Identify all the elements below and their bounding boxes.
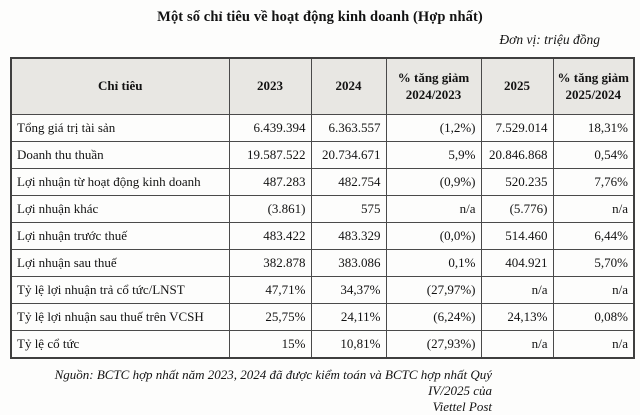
cell-value: 5,9% bbox=[385, 141, 482, 169]
row-label: Tỷ lệ lợi nhuận sau thuế trên VCSH bbox=[10, 303, 230, 331]
column-header-2025: 2025 bbox=[480, 57, 554, 115]
cell-value: 0,1% bbox=[385, 249, 482, 277]
cell-value: (27,97%) bbox=[385, 276, 482, 304]
cell-value: 5,70% bbox=[552, 249, 635, 277]
row-label: Lợi nhuận từ hoạt động kinh doanh bbox=[10, 168, 230, 196]
unit-label: Đơn vị: triệu đồng bbox=[499, 32, 600, 47]
cell-value: 15% bbox=[228, 330, 312, 359]
source-note-line1: Nguồn: BCTC hợp nhất năm 2023, 2024 đã đ… bbox=[54, 367, 492, 398]
cell-value: 383.086 bbox=[310, 249, 387, 277]
source-note: Nguồn: BCTC hợp nhất năm 2023, 2024 đã đ… bbox=[40, 367, 492, 415]
cell-value: 25,75% bbox=[228, 303, 312, 331]
row-label: Tỷ lệ cổ tức bbox=[10, 330, 230, 359]
cell-value: n/a bbox=[552, 276, 635, 304]
cell-value: n/a bbox=[385, 195, 482, 223]
table-row: Lợi nhuận sau thuế 382.878 383.086 0,1% … bbox=[10, 249, 635, 277]
cell-value: 6,44% bbox=[552, 222, 635, 250]
cell-value: (27,93%) bbox=[385, 330, 482, 359]
cell-value: 6.439.394 bbox=[228, 114, 312, 142]
cell-value: 24,11% bbox=[310, 303, 387, 331]
table-row: Tỷ lệ lợi nhuận trả cổ tức/LNST 47,71% 3… bbox=[10, 276, 635, 304]
row-label: Tổng giá trị tài sản bbox=[10, 114, 230, 142]
cell-value: 34,37% bbox=[310, 276, 387, 304]
cell-value: (0,0%) bbox=[385, 222, 482, 250]
cell-value: 10,81% bbox=[310, 330, 387, 359]
cell-value: 382.878 bbox=[228, 249, 312, 277]
cell-value: 7,76% bbox=[552, 168, 635, 196]
row-label: Doanh thu thuần bbox=[10, 141, 230, 169]
cell-value: 47,71% bbox=[228, 276, 312, 304]
cell-value: 0,54% bbox=[552, 141, 635, 169]
cell-value: 18,31% bbox=[552, 114, 635, 142]
document-page: Một số chỉ tiêu về hoạt động kinh doanh … bbox=[10, 9, 635, 414]
cell-value: 520.235 bbox=[480, 168, 554, 196]
cell-value: (0,9%) bbox=[385, 168, 482, 196]
column-header-change-2024-2023: % tăng giảm 2024/2023 bbox=[385, 57, 482, 115]
cell-value: 7.529.014 bbox=[480, 114, 554, 142]
cell-value: 20.734.671 bbox=[310, 141, 387, 169]
cell-value: 487.283 bbox=[228, 168, 312, 196]
business-indicators-table: Chỉ tiêu 2023 2024 % tăng giảm 2024/2023… bbox=[10, 57, 635, 359]
table-row: Lợi nhuận từ hoạt động kinh doanh 487.28… bbox=[10, 168, 635, 196]
cell-value: n/a bbox=[480, 330, 554, 359]
row-label: Lợi nhuận sau thuế bbox=[10, 249, 230, 277]
cell-value: 514.460 bbox=[480, 222, 554, 250]
column-header-criteria: Chỉ tiêu bbox=[10, 57, 230, 115]
column-header-2023: 2023 bbox=[228, 57, 312, 115]
row-label: Lợi nhuận trước thuế bbox=[10, 222, 230, 250]
cell-value: 483.329 bbox=[310, 222, 387, 250]
table-row: Tỷ lệ lợi nhuận sau thuế trên VCSH 25,75… bbox=[10, 303, 635, 331]
cell-value: n/a bbox=[552, 330, 635, 359]
cell-value: 19.587.522 bbox=[228, 141, 312, 169]
cell-value: 6.363.557 bbox=[310, 114, 387, 142]
column-header-2024: 2024 bbox=[310, 57, 387, 115]
table-row: Doanh thu thuần 19.587.522 20.734.671 5,… bbox=[10, 141, 635, 169]
cell-value: 404.921 bbox=[480, 249, 554, 277]
cell-value: 575 bbox=[310, 195, 387, 223]
cell-value: 483.422 bbox=[228, 222, 312, 250]
table-row: Tỷ lệ cổ tức 15% 10,81% (27,93%) n/a n/a bbox=[10, 330, 635, 359]
row-label: Tỷ lệ lợi nhuận trả cổ tức/LNST bbox=[10, 276, 230, 304]
column-header-change-2025-2024: % tăng giảm 2025/2024 bbox=[552, 57, 635, 115]
table-header-row: Chỉ tiêu 2023 2024 % tăng giảm 2024/2023… bbox=[10, 57, 635, 115]
cell-value: 0,08% bbox=[552, 303, 635, 331]
cell-value: 482.754 bbox=[310, 168, 387, 196]
cell-value: 24,13% bbox=[480, 303, 554, 331]
cell-value: n/a bbox=[480, 276, 554, 304]
cell-value: (3.861) bbox=[228, 195, 312, 223]
page-title: Một số chỉ tiêu về hoạt động kinh doanh … bbox=[157, 9, 483, 25]
cell-value: n/a bbox=[552, 195, 635, 223]
cell-value: (6,24%) bbox=[385, 303, 482, 331]
cell-value: 20.846.868 bbox=[480, 141, 554, 169]
table-row: Tổng giá trị tài sản 6.439.394 6.363.557… bbox=[10, 114, 635, 142]
source-note-line2: Viettel Post bbox=[432, 399, 492, 414]
table-row: Lợi nhuận trước thuế 483.422 483.329 (0,… bbox=[10, 222, 635, 250]
cell-value: (5.776) bbox=[480, 195, 554, 223]
row-label: Lợi nhuận khác bbox=[10, 195, 230, 223]
cell-value: (1,2%) bbox=[385, 114, 482, 142]
table-row: Lợi nhuận khác (3.861) 575 n/a (5.776) n… bbox=[10, 195, 635, 223]
